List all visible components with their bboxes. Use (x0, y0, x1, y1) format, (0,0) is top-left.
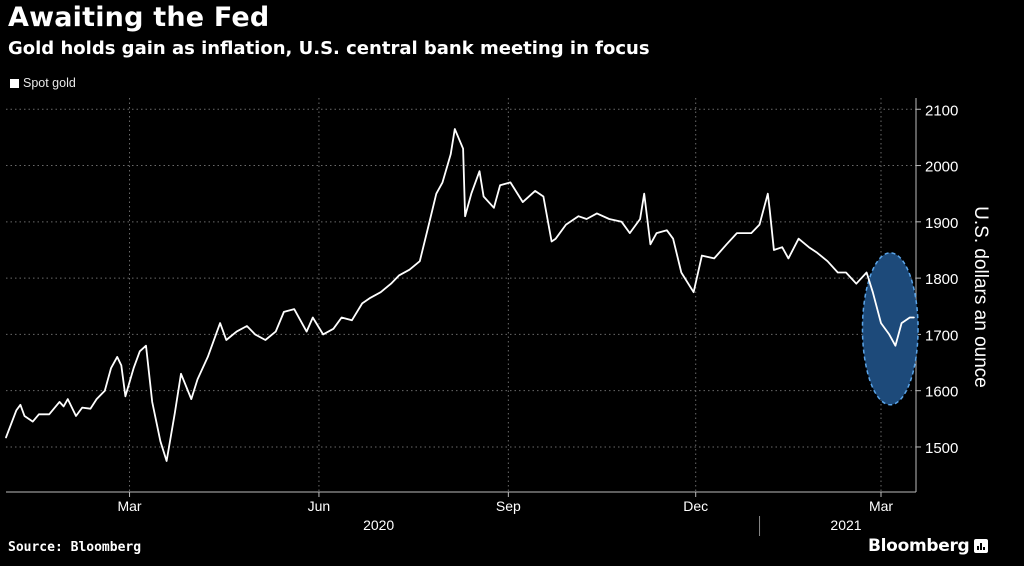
year-label: 2020 (363, 517, 394, 533)
highlight-ellipse (861, 252, 919, 406)
chart-subtitle: Gold holds gain as inflation, U.S. centr… (8, 38, 650, 59)
brand-name: Bloomberg (868, 536, 970, 556)
y-tick-label: 1700 (925, 327, 958, 344)
legend-swatch (10, 78, 19, 88)
y-tick-label: 1500 (925, 440, 958, 457)
y-axis-title: U.S. dollars an ounce (970, 206, 991, 388)
x-tick-label: Dec (683, 498, 708, 514)
y-tick-label: 2000 (925, 159, 958, 176)
brand-logo: Bloomberg (868, 536, 989, 556)
legend-label: Spot gold (23, 76, 76, 90)
chart-legend: Spot gold (10, 76, 76, 90)
x-tick-label: Mar (117, 498, 141, 514)
bar-chart-icon (974, 539, 989, 553)
year-label: 2021 (830, 517, 861, 533)
chart-title: Awaiting the Fed (8, 2, 270, 33)
source-note: Source: Bloomberg (8, 540, 142, 555)
x-tick-label: Mar (869, 498, 893, 514)
y-tick-label: 1800 (925, 271, 958, 288)
highlight-region (861, 252, 919, 406)
axis-labels: 1500 1600 1700 1800 1900 2000 2100 Mar Jun Sep Dec… (117, 102, 991, 533)
y-tick-label: 2100 (925, 102, 958, 119)
y-tick-label: 1600 (925, 384, 958, 401)
grid-lines (6, 98, 916, 492)
x-tick-label: Jun (308, 498, 331, 514)
series-layer (5, 128, 915, 462)
x-tick-label: Sep (496, 498, 521, 514)
series-line-spot-gold (5, 128, 915, 462)
y-tick-label: 1900 (925, 215, 958, 232)
